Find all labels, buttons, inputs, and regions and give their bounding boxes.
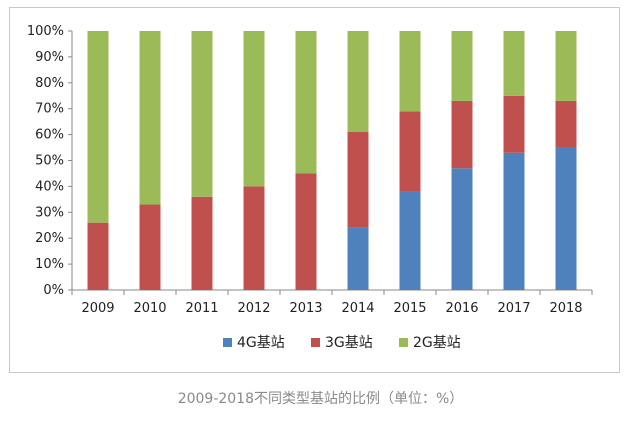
- x-tick-label: 2015: [393, 301, 426, 316]
- y-tick-label: 20%: [35, 231, 64, 246]
- y-tick-label: 80%: [35, 76, 64, 91]
- x-tick-label: 2018: [549, 301, 582, 316]
- bar-segment: [451, 31, 473, 101]
- bar-segment: [347, 31, 369, 133]
- y-tick-label: 10%: [35, 257, 64, 272]
- legend-label: 4G基站: [237, 334, 285, 351]
- bar-segment: [399, 31, 421, 112]
- bar-segment: [347, 132, 369, 228]
- bar-segment: [555, 147, 577, 290]
- x-tick-label: 2011: [185, 301, 218, 316]
- bar-segment: [555, 100, 577, 148]
- x-tick-label: 2010: [133, 301, 166, 316]
- chart-caption: 2009-2018不同类型基站的比例（单位：%）: [177, 391, 464, 407]
- y-tick-label: 70%: [35, 102, 64, 117]
- y-tick-label: 30%: [35, 205, 64, 220]
- bar-segment: [191, 31, 213, 197]
- bar-segment: [243, 31, 265, 187]
- legend-swatch: [311, 338, 320, 347]
- bar-segment: [399, 111, 421, 192]
- x-tick-label: 2012: [237, 301, 270, 316]
- y-tick-label: 40%: [35, 179, 64, 194]
- y-tick-label: 0%: [43, 283, 64, 298]
- x-tick-label: 2009: [81, 301, 114, 316]
- bar-segment: [295, 173, 317, 290]
- bar-segment: [503, 95, 525, 153]
- x-tick-label: 2014: [341, 301, 374, 316]
- bar-segment: [503, 31, 525, 96]
- bar-segment: [243, 186, 265, 290]
- bar-segment: [503, 152, 525, 290]
- legend-label: 2G基站: [413, 334, 461, 351]
- bar-segment: [555, 31, 577, 101]
- legend-swatch: [399, 338, 408, 347]
- bar-segment: [451, 168, 473, 290]
- x-tick-label: 2017: [497, 301, 530, 316]
- bar-segment: [87, 31, 109, 223]
- legend-swatch: [223, 338, 232, 347]
- bar-segment: [87, 222, 109, 290]
- x-tick-label: 2013: [289, 301, 322, 316]
- y-tick-label: 60%: [35, 128, 64, 143]
- bar-segment: [139, 31, 161, 205]
- bar-segment: [139, 204, 161, 290]
- legend-label: 3G基站: [325, 334, 373, 351]
- y-tick-label: 100%: [27, 24, 64, 39]
- y-tick-label: 50%: [35, 154, 64, 169]
- bar-segment: [295, 31, 317, 174]
- y-tick-label: 90%: [35, 50, 64, 65]
- bar-segment: [191, 196, 213, 290]
- bar-segment: [451, 100, 473, 169]
- x-tick-label: 2016: [445, 301, 478, 316]
- stacked-bar-chart: 0% 10% 20% 30% 40% 50% 60% 70% 80% 90% 100% 2009 201…: [27, 24, 593, 351]
- bar-segment: [399, 191, 421, 290]
- bar-segment: [347, 227, 369, 290]
